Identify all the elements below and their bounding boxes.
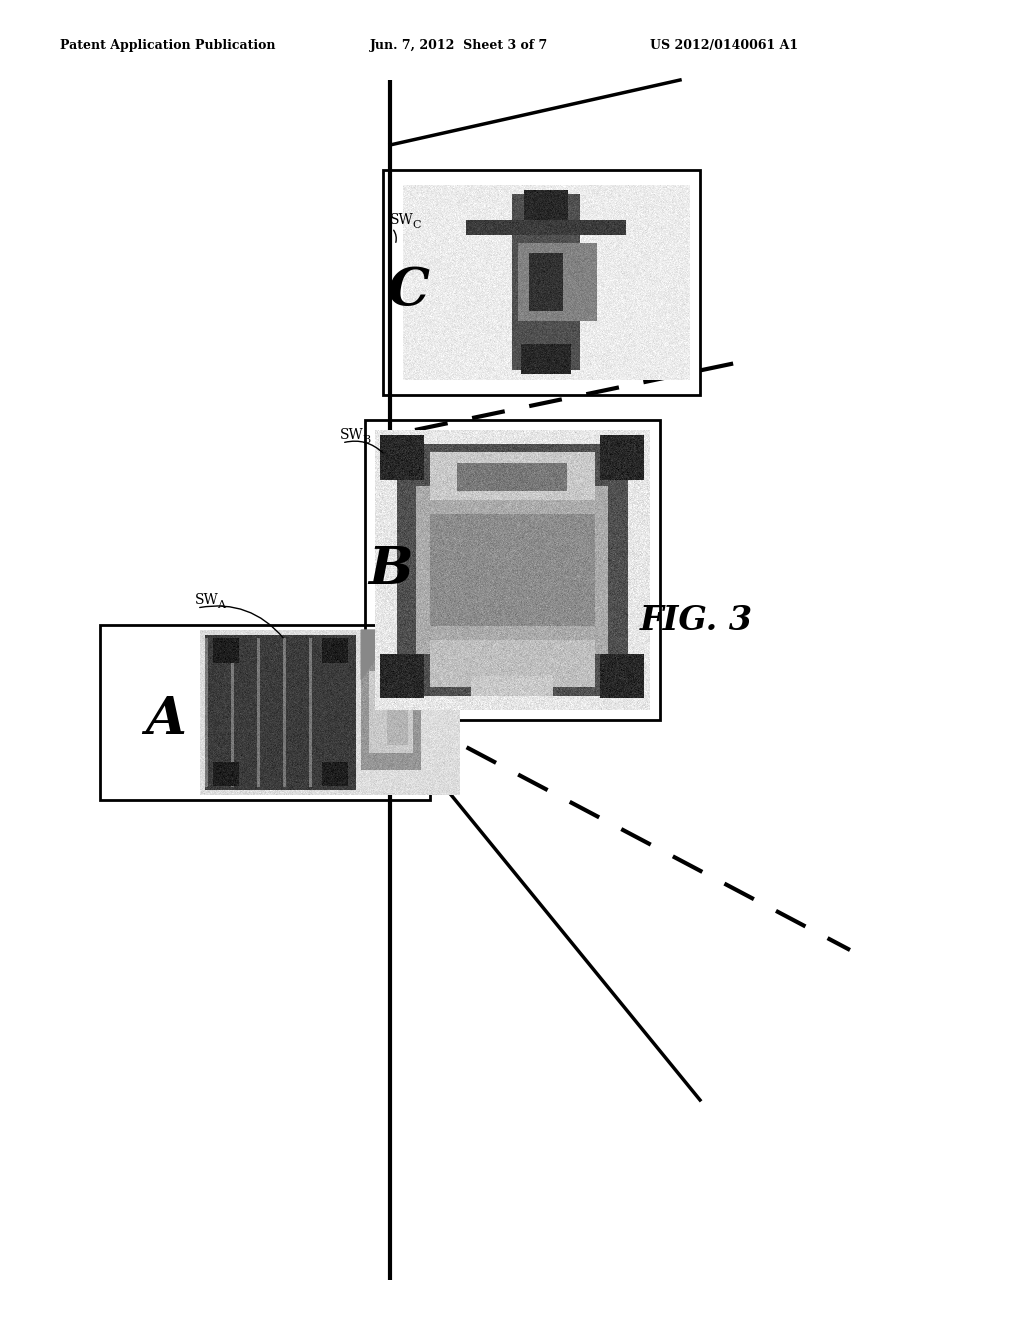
Text: SW: SW bbox=[195, 593, 219, 607]
Text: FIG. 3: FIG. 3 bbox=[640, 603, 753, 636]
Text: US 2012/0140061 A1: US 2012/0140061 A1 bbox=[650, 38, 798, 51]
Bar bbox=[100, 624, 430, 800]
Text: B: B bbox=[368, 544, 413, 595]
Text: C: C bbox=[388, 264, 430, 315]
Text: Jun. 7, 2012  Sheet 3 of 7: Jun. 7, 2012 Sheet 3 of 7 bbox=[370, 38, 548, 51]
Text: A: A bbox=[217, 601, 225, 610]
Polygon shape bbox=[361, 630, 395, 680]
Text: C: C bbox=[412, 220, 421, 230]
Text: Patent Application Publication: Patent Application Publication bbox=[60, 38, 275, 51]
Text: B: B bbox=[362, 436, 370, 445]
Text: A: A bbox=[145, 694, 186, 746]
Bar bbox=[365, 420, 660, 719]
Text: SW: SW bbox=[390, 213, 414, 227]
Bar bbox=[383, 170, 700, 395]
Text: SW: SW bbox=[340, 428, 364, 442]
